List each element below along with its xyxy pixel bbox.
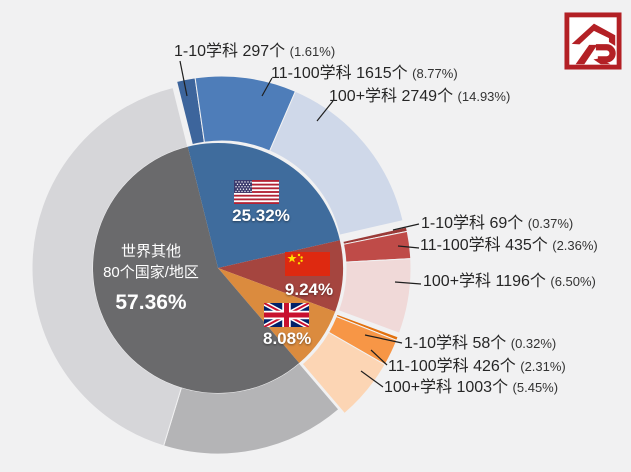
wedge-uk-sub-2 (301, 331, 386, 415)
label-cn-11-100: 11-100学科 435个 (2.36%) (420, 237, 598, 254)
leader-us-1-10 (179, 60, 188, 97)
leader-us-11-100 (261, 77, 273, 97)
ruanke-logo (564, 12, 622, 70)
leader-uk-1-10 (364, 334, 403, 344)
usa-percent: 25.32% (232, 206, 290, 225)
leader-uk-100plus (360, 370, 384, 388)
leader-uk-11-100 (370, 349, 388, 366)
usa-flag-icon (234, 180, 279, 209)
rest-of-world-label: 世界其他 80个国家/地区 57.36% (79, 241, 223, 315)
leader-lines (179, 60, 422, 388)
label-us-1-10: 1-10学科 297个 (1.61%) (174, 43, 336, 60)
ring-other-far (31, 86, 189, 447)
label-uk-11-100: 11-100学科 426个 (2.31%) (388, 358, 566, 375)
china-flag-icon (285, 252, 330, 281)
label-us-11-100: 11-100学科 1615个 (8.77%) (271, 65, 458, 82)
rest-of-world-line1: 世界其他 (120, 243, 181, 260)
label-cn-100plus: 100+学科 1196个 (6.50%) (423, 273, 596, 290)
wedge-cn-sub-2 (337, 258, 412, 334)
uk-flag-icon (262, 300, 311, 332)
slice-us-inner (187, 142, 340, 268)
slice-other-inner (93, 146, 300, 393)
label-cn-1-10: 1-10学科 69个 (0.37%) (421, 215, 574, 232)
china-percent: 9.24% (284, 280, 334, 299)
label-uk-1-10: 1-10学科 58个 (0.32%) (404, 335, 557, 352)
leader-us-100plus (316, 100, 334, 122)
label-us-100plus: 100+学科 2749个 (14.93%) (329, 88, 511, 105)
wedge-us-sub-2 (269, 90, 404, 236)
leader-cn-100plus (394, 281, 422, 285)
uk-percent: 8.08% (263, 329, 312, 348)
rest-of-world-percent: 57.36% (115, 291, 187, 314)
leader-cn-1-10 (392, 223, 420, 231)
label-uk-100plus: 100+学科 1003个 (5.45%) (384, 379, 559, 396)
leader-cn-11-100 (397, 245, 420, 249)
rest-of-world-line2: 80个国家/地区 (103, 264, 199, 281)
